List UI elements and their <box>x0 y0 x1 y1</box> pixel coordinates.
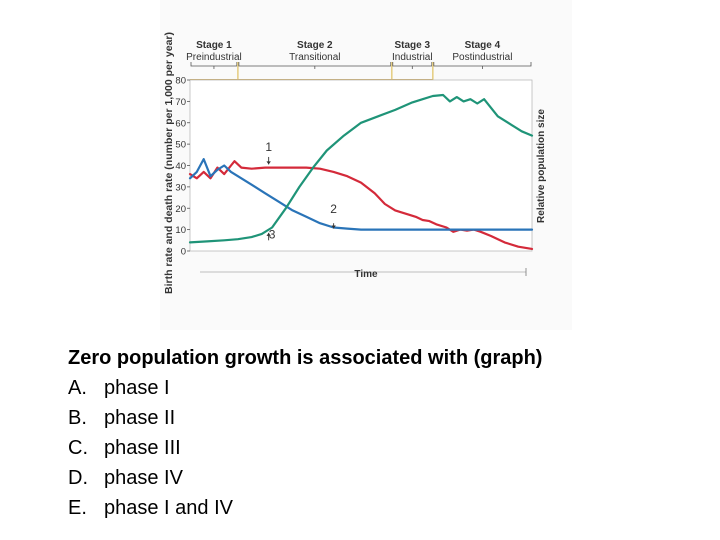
option-text: phase IV <box>104 467 183 489</box>
stage-name: Stage 4 <box>465 40 501 51</box>
option-text: phase I <box>104 377 170 399</box>
quiz-question: Zero population growth is associated wit… <box>68 343 688 523</box>
option-b[interactable]: B. phase II <box>68 403 688 433</box>
stage-label: Industrial <box>392 52 433 63</box>
stage-label: Postindustrial <box>452 52 512 63</box>
stage-name: Stage 2 <box>297 40 333 51</box>
stage-bracket <box>392 62 433 69</box>
annotation-label: 3 <box>269 227 276 241</box>
option-c[interactable]: C. phase III <box>68 433 688 463</box>
y-tick-label: 10 <box>175 225 186 236</box>
series-layer <box>188 93 534 250</box>
annotation-layer: 1 2 3 <box>265 140 337 242</box>
option-text: phase III <box>104 437 181 459</box>
option-letter: C. <box>68 437 88 459</box>
y-tick-label: 0 <box>181 247 186 258</box>
stage-bracket <box>433 62 532 69</box>
plot-area <box>189 79 533 252</box>
stage-label: Preindustrial <box>186 52 242 63</box>
option-d[interactable]: D. phase IV <box>68 463 688 493</box>
annotation-arrowhead <box>266 161 271 165</box>
option-a[interactable]: A. phase I <box>68 373 688 403</box>
y2-axis-label: Relative population size <box>536 109 547 223</box>
series-line-2 <box>188 158 534 231</box>
stage-bracket <box>190 62 238 69</box>
y-tick-label: 20 <box>175 204 186 215</box>
x-axis-label: Time <box>354 269 378 280</box>
annotation-label: 1 <box>265 140 272 154</box>
option-letter: E. <box>68 497 87 519</box>
annotation-arrowhead <box>266 232 271 236</box>
y-tick-label: 50 <box>175 140 186 151</box>
option-text: phase I and IV <box>104 497 233 519</box>
y-tick-label: 30 <box>175 182 186 193</box>
y-tick-label: 70 <box>175 97 186 108</box>
option-letter: B. <box>68 407 87 429</box>
option-text: phase II <box>104 407 176 429</box>
annotation-arrowhead <box>331 225 336 229</box>
option-e[interactable]: E. phase I and IV <box>68 493 688 523</box>
annotation-label: 2 <box>330 202 337 216</box>
stage-name: Stage 3 <box>395 40 431 51</box>
stage-label: Transitional <box>289 52 340 63</box>
series-line-3 <box>188 93 534 244</box>
stage-bracket <box>238 62 392 69</box>
axis-layer: 0 10 20 30 40 50 60 70 80 <box>175 76 533 276</box>
option-letter: D. <box>68 467 88 489</box>
y-tick-label: 60 <box>175 118 186 129</box>
y-tick-label: 80 <box>175 76 186 87</box>
option-letter: A. <box>68 377 87 399</box>
y-axis-label: Birth rate and death rate (number per 1,… <box>163 32 175 294</box>
y-tick-label: 40 <box>175 161 186 172</box>
question-title: Zero population growth is associated wit… <box>68 347 543 369</box>
stage-name: Stage 1 <box>196 40 232 51</box>
